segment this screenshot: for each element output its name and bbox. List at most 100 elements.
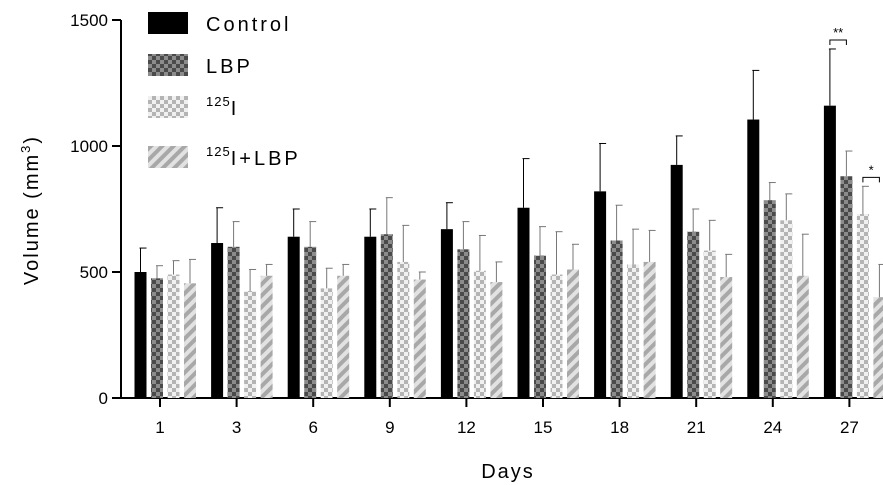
error-bar-series4-day1 bbox=[189, 258, 196, 284]
error-bars bbox=[139, 48, 883, 298]
significance-label: ** bbox=[833, 25, 843, 40]
bar-series4-day9 bbox=[413, 279, 426, 398]
error-bar-series2-day9 bbox=[385, 197, 393, 235]
bar-series1-day18 bbox=[594, 191, 607, 398]
error-bar-series1-day3 bbox=[216, 207, 224, 244]
legend-label: 125I bbox=[206, 94, 239, 120]
error-bar-series4-day21 bbox=[725, 253, 733, 278]
error-bar-series4-day18 bbox=[648, 229, 656, 262]
error-bar-series3-day15 bbox=[555, 231, 563, 275]
bar-series3-day15 bbox=[550, 274, 563, 398]
legend-label: Control bbox=[206, 14, 291, 36]
error-bar-series1-day6 bbox=[292, 208, 300, 237]
bar-series1-day3 bbox=[211, 243, 224, 398]
bar-series2-day6 bbox=[304, 246, 317, 398]
significance-label: * bbox=[869, 162, 874, 177]
y-axis-title-main: Volume (mm bbox=[21, 153, 43, 285]
x-tick-label: 15 bbox=[534, 418, 553, 437]
legend-label: LBP bbox=[206, 56, 253, 78]
x-tick-label: 6 bbox=[308, 418, 317, 437]
bar-series3-day6 bbox=[320, 288, 333, 398]
bar-series4-day15 bbox=[567, 269, 579, 398]
legend: Control LBP 125I 125I+LBP bbox=[148, 12, 301, 170]
bar-series1-day6 bbox=[287, 236, 300, 398]
error-bar-series2-day1 bbox=[156, 265, 163, 279]
legend-swatch bbox=[148, 54, 188, 76]
error-bar-series1-day1 bbox=[139, 247, 147, 272]
bar-series2-day12 bbox=[457, 249, 470, 398]
error-bar-series2-day3 bbox=[232, 221, 240, 247]
error-bar-series2-day15 bbox=[539, 226, 546, 256]
error-bar-series1-day18 bbox=[599, 142, 607, 192]
error-bar-series2-day12 bbox=[462, 221, 470, 250]
error-bar-series2-day6 bbox=[309, 221, 317, 247]
bar-series2-day24 bbox=[763, 200, 776, 398]
bar-series1-day1 bbox=[134, 272, 147, 398]
x-tick-label: 24 bbox=[763, 418, 782, 437]
bar-series3-day21 bbox=[703, 250, 716, 398]
error-bar-series3-day12 bbox=[478, 234, 486, 271]
bar-series1-day9 bbox=[364, 236, 377, 398]
bar-series2-day9 bbox=[380, 234, 393, 398]
bar-series2-day3 bbox=[227, 246, 240, 398]
significance-annotations: *** bbox=[829, 25, 880, 183]
y-axis-title-suffix: ) bbox=[21, 135, 43, 144]
bar-series2-day21 bbox=[687, 231, 700, 398]
legend-swatch bbox=[148, 146, 188, 168]
error-bar-series2-day27 bbox=[845, 150, 853, 177]
bar-series1-day21 bbox=[670, 164, 683, 398]
bar-series4-day21 bbox=[720, 277, 733, 398]
x-tick-label: 9 bbox=[385, 418, 394, 437]
y-tick-label: 1000 bbox=[70, 137, 108, 156]
bar-series4-day24 bbox=[796, 275, 809, 398]
bar-series4-day12 bbox=[490, 282, 503, 398]
bar-series4-day18 bbox=[643, 261, 656, 398]
bar-series4-day27 bbox=[873, 297, 883, 398]
error-bar-series2-day21 bbox=[692, 208, 700, 232]
error-bar-series3-day9 bbox=[402, 224, 410, 262]
y-tick-label: 500 bbox=[80, 263, 108, 282]
legend-label: 125I+LBP bbox=[206, 144, 301, 170]
y-tick-label: 0 bbox=[99, 389, 108, 408]
bar-series3-day9 bbox=[397, 261, 410, 398]
bars bbox=[134, 105, 883, 399]
bar-series3-day12 bbox=[473, 270, 486, 398]
bar-series4-day3 bbox=[260, 275, 273, 398]
x-axis: 1 3 6 9 12 15 18 21 24 27 bbox=[121, 397, 883, 437]
bar-series2-day1 bbox=[151, 278, 163, 398]
x-tick-label: 1 bbox=[155, 418, 164, 437]
legend-item-2: LBP bbox=[148, 54, 253, 78]
x-tick-label: 27 bbox=[840, 418, 859, 437]
error-bar-series1-day9 bbox=[369, 208, 377, 237]
x-tick-label: 12 bbox=[457, 418, 476, 437]
y-axis-title: Volume (mm3) bbox=[18, 135, 43, 285]
legend-label-superscript: 125 bbox=[206, 144, 231, 159]
legend-item-1: Control bbox=[148, 12, 291, 36]
error-bar-series4-day12 bbox=[495, 261, 503, 283]
error-bar-series2-day24 bbox=[768, 182, 776, 201]
bar-series3-day18 bbox=[627, 264, 640, 398]
significance-bracket-2: * bbox=[862, 162, 880, 183]
legend-item-3: 125I bbox=[148, 94, 239, 120]
error-bar-series3-day3 bbox=[249, 268, 257, 291]
bar-series3-day27 bbox=[856, 214, 869, 398]
error-bar-series4-day27 bbox=[878, 263, 883, 298]
legend-swatch bbox=[148, 96, 188, 118]
x-tick-label: 18 bbox=[610, 418, 629, 437]
bar-series3-day1 bbox=[167, 274, 180, 398]
x-tick-label: 21 bbox=[687, 418, 706, 437]
bar-series2-day18 bbox=[610, 240, 623, 398]
bar-series2-day27 bbox=[840, 176, 853, 398]
y-axis: 0 500 1000 1500 bbox=[70, 11, 122, 408]
bar-series1-day12 bbox=[440, 229, 453, 398]
error-bar-series3-day6 bbox=[325, 267, 333, 289]
bar-series1-day24 bbox=[747, 119, 760, 398]
bar-series4-day1 bbox=[184, 283, 196, 398]
error-bar-series2-day18 bbox=[615, 204, 623, 241]
y-axis-title-superscript: 3 bbox=[18, 144, 33, 153]
legend-item-4: 125I+LBP bbox=[148, 144, 301, 170]
bar-series3-day3 bbox=[244, 290, 257, 398]
legend-label-superscript: 125 bbox=[206, 94, 231, 109]
error-bar-series3-day24 bbox=[785, 193, 793, 221]
